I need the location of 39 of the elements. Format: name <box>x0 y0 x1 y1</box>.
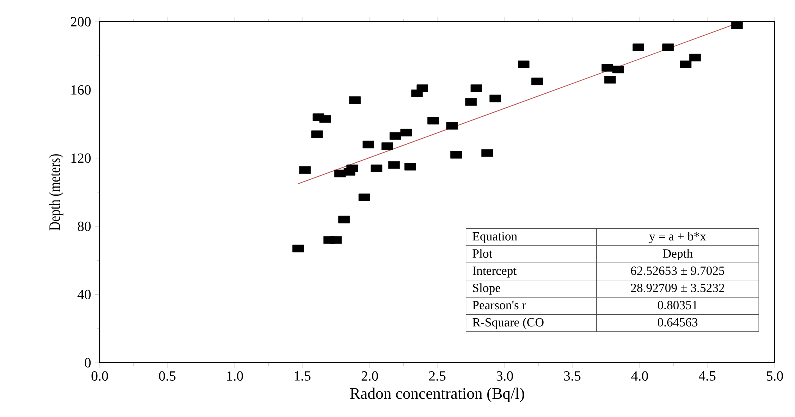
x-tick-label: 1.5 <box>294 372 311 381</box>
annotation: 0.64563 <box>658 318 698 327</box>
point <box>612 66 624 74</box>
x-axis-title: Radon concentration (Bq/l) <box>350 388 524 402</box>
y-tick-label: 40 <box>78 290 91 300</box>
annotation: Plot <box>472 249 493 258</box>
annotation: Equation <box>472 232 518 244</box>
x-tick-label: 3.0 <box>496 372 514 382</box>
x-tick-label: 4.0 <box>632 372 648 382</box>
annotation: Pearson's r <box>472 301 526 310</box>
point <box>362 140 374 149</box>
point <box>338 216 350 224</box>
x-tick-label: 4.5 <box>699 372 716 381</box>
y-axis-title: Depth (meters) <box>49 154 64 231</box>
annotation: Depth <box>662 249 693 261</box>
point <box>482 149 494 158</box>
annotation: Slope <box>473 284 501 295</box>
annotation: Intercept <box>472 266 517 278</box>
point <box>388 161 400 170</box>
annotation: 62.52653 ± 9.7025 <box>631 266 725 276</box>
annotation: 28.92709 ± 3.5232 <box>631 284 724 292</box>
annotation: y = a + b*x <box>649 232 706 244</box>
x-tick-label: 2.5 <box>429 372 446 381</box>
y-tick-label: 160 <box>72 85 91 95</box>
x-tick-label: 3.5 <box>564 372 581 381</box>
x-tick-label: 0.0 <box>92 372 108 382</box>
y-tick-label: 80 <box>78 222 91 232</box>
point <box>490 94 502 103</box>
x-tick-label: 5.0 <box>767 372 784 382</box>
y-tick-label: 0 <box>85 358 91 368</box>
point <box>390 132 402 140</box>
x-tick-label: 1.0 <box>227 372 244 382</box>
x-tick-label: 2.0 <box>362 372 378 382</box>
point <box>292 244 304 253</box>
annotation: R-Square (CO <box>472 318 544 330</box>
annotation: 0.80351 <box>658 301 698 310</box>
y-tick-label: 120 <box>72 154 91 164</box>
x-tick-label: 0.5 <box>159 372 176 382</box>
y-tick-label: 200 <box>71 17 91 27</box>
